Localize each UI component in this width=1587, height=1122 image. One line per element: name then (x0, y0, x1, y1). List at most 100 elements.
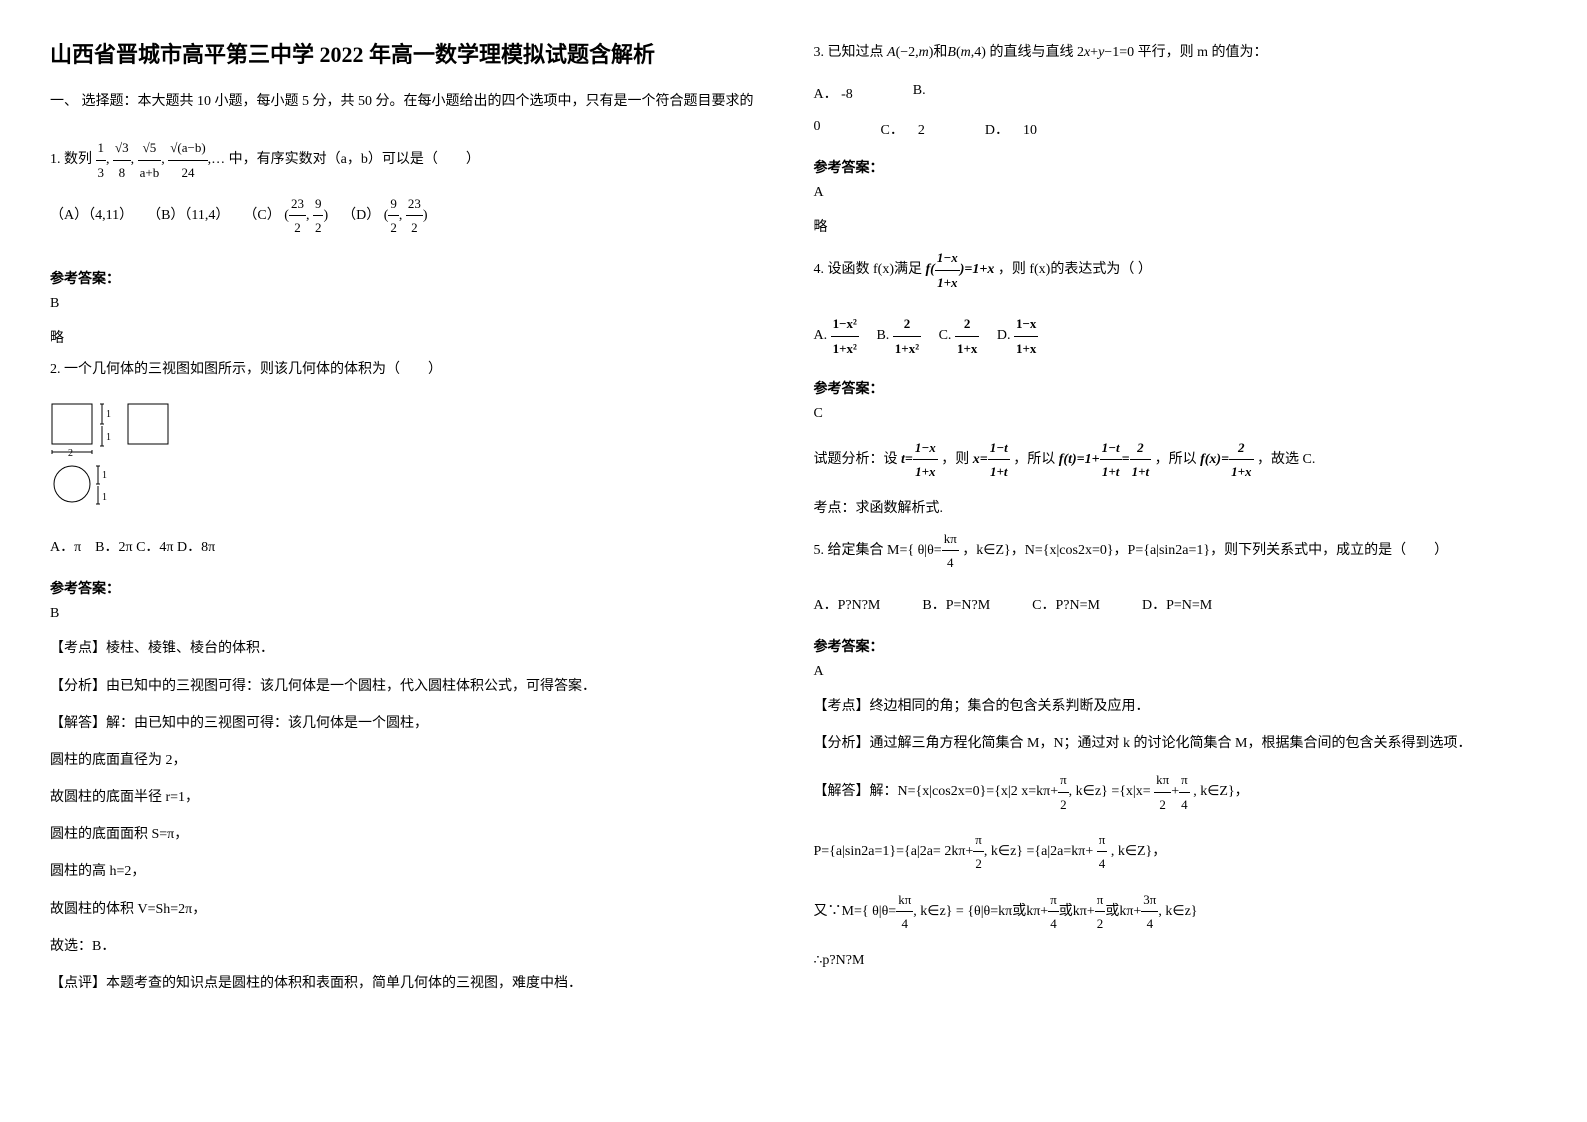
q1-suffix: 中，有序实数对（a，b）可以是（ ） (229, 152, 480, 167)
q4-a1-f4: f(x)=21+x (1200, 452, 1253, 467)
q5-a5-prefix: 又∵M={ (814, 904, 869, 919)
q2-a3: 【解答】解：由已知中的三视图可得：该几何体是一个圆柱， (50, 711, 774, 736)
svg-text:2: 2 (68, 448, 73, 457)
q4-opt-c: C. (939, 328, 952, 343)
q2-circle-view: 1 1 (50, 462, 120, 512)
q3-opt-d: D． 10 (985, 119, 1037, 139)
q5-mid1: ，k∈Z}，N={x|cos2x=0}，P={a|sin2a=1}，则下列关系式… (962, 543, 1448, 558)
q5-formula1: θ|θ=kπ4 (918, 543, 959, 558)
q5-a4-mid: ={a|2a=kπ+ (1027, 844, 1094, 859)
q4-answer: C (814, 406, 1538, 422)
q5-a3-f2: kπ2+π4 (1154, 784, 1190, 799)
q4-a1-f3: f(t)=1+1−t1+t=21+t (1059, 452, 1151, 467)
q5-a4-suffix: , k∈Z}， (1111, 844, 1166, 859)
q2-a10: 【点评】本题考查的知识点是圆柱的体积和表面积，简单几何体的三视图，难度中档． (50, 971, 774, 996)
q3-suffix: 平行，则 m 的值为： (1138, 45, 1268, 60)
q4-formula: f(1−x1+x)=1+x (926, 262, 995, 277)
q5-a5-mid: = (956, 904, 964, 919)
q4-a1-suffix: ，故选 C. (1257, 452, 1315, 467)
q1-options: （A）（4,11） （B）（11,4） （C） (232, 92) （D） (9… (50, 192, 774, 240)
q5-a3-suffix: , k∈Z}， (1193, 784, 1248, 799)
svg-text:1: 1 (102, 492, 107, 503)
q5-a5: 又∵M={ θ|θ=kπ4, k∈z} = {θ|θ=kπ或kπ+π4或kπ+π… (814, 888, 1538, 936)
q5-a5-f2: {θ|θ=kπ或kπ+π4或kπ+π2或kπ+3π4, k∈z} (967, 904, 1197, 919)
q2-diagram: 1 1 2 1 1 (50, 402, 774, 517)
q5-a4-prefix: P={a|sin2a=1}={a|2a= (814, 844, 941, 859)
svg-text:1: 1 (106, 432, 111, 443)
q4-a1: 试题分析：设 t=1−x1+x ，则 x=1−t1+t ，所以 f(t)=1+1… (814, 436, 1538, 484)
q2-a7: 圆柱的高 h=2， (50, 859, 774, 884)
q1-answer: B (50, 296, 774, 312)
q3-opt-b-val: 0 (814, 119, 821, 139)
q5-a3: 【解答】解：N={x|cos2x=0}={x|2 x=kπ+π2, k∈z} =… (814, 768, 1538, 816)
q2-options: A．π B．2π C．4π D．8π (50, 535, 774, 560)
q5-a6: ∴p?N?M (814, 948, 1538, 973)
q4-a1-mid2: ，所以 (1013, 452, 1055, 467)
q4-opt-b-f: 21+x² (893, 312, 921, 360)
q1-brief: 略 (50, 326, 774, 351)
document-title: 山西省晋城市高平第三中学 2022 年高一数学理模拟试题含解析 (50, 40, 774, 71)
q5-a5-f1: θ|θ=kπ4, k∈z} (872, 904, 952, 919)
q1-prefix: 1. 数列 (50, 152, 92, 167)
q2-a5: 故圆柱的底面半径 r=1， (50, 785, 774, 810)
q4-a1-f1: t=1−x1+x (901, 452, 938, 467)
q2-a2: 【分析】由已知中的三视图可得：该几何体是一个圆柱，代入圆柱体积公式，可得答案． (50, 674, 774, 699)
q1-answer-label: 参考答案： (50, 268, 774, 288)
q2-a6: 圆柱的底面面积 S=π， (50, 822, 774, 847)
q4-opt-b: B. (876, 328, 889, 343)
q3-answer-label: 参考答案： (814, 157, 1538, 177)
q5-answer-label: 参考答案： (814, 636, 1538, 656)
q5-prefix: 5. 给定集合 M={ (814, 543, 915, 558)
q5-a3-mid: ={x|x= (1111, 784, 1150, 799)
q5-a2: 【分析】通过解三角方程化简集合 M，N；通过对 k 的讨论化简集合 M，根据集合… (814, 731, 1538, 756)
q1-formula-row: 1. 数列 13, √38, √5a+b, √(a−b)24,… 中，有序实数对… (50, 136, 774, 184)
q5-a1: 【考点】终边相同的角；集合的包含关系判断及应用． (814, 694, 1538, 719)
q5-a3-f1: x=kπ+π2, k∈z} (1021, 784, 1108, 799)
q3-formula2: 2x+y−1=0 (1077, 45, 1134, 60)
q4-a1-mid1: ，则 (941, 452, 969, 467)
q1-opt-a: （A）（4,11） (50, 208, 133, 223)
q3-options-row1: A． -8 B. (814, 83, 1538, 103)
q3-formula1: A(−2,m)和B(m,4) (887, 45, 986, 60)
q1-formula: 13, √38, √5a+b, √(a−b)24,… (96, 152, 229, 167)
q3-opt-a: A． -8 (814, 83, 853, 103)
q3-opt-a-label: A． (814, 87, 838, 102)
q4-a1-mid3: ，所以 (1155, 452, 1197, 467)
question-5: 5. 给定集合 M={ θ|θ=kπ4 ，k∈Z}，N={x|cos2x=0}，… (814, 527, 1538, 575)
left-column: 山西省晋城市高平第三中学 2022 年高一数学理模拟试题含解析 一、 选择题：本… (50, 40, 774, 1082)
q4-opt-c-f: 21+x (955, 312, 979, 360)
svg-text:1: 1 (106, 409, 111, 420)
q3-mid: 的直线与直线 (989, 45, 1073, 60)
q4-opt-d-f: 1−x1+x (1014, 312, 1038, 360)
q4-answer-label: 参考答案： (814, 378, 1538, 398)
q5-a4-f2: π4 (1097, 844, 1108, 859)
q3-opt-c-label: C． (881, 123, 904, 138)
q4-a1-prefix: 试题分析：设 (814, 452, 898, 467)
q4-opt-a-f: 1−x²1+x² (831, 312, 859, 360)
question-2: 2. 一个几何体的三视图如图所示，则该几何体的体积为（ ） (50, 357, 774, 382)
q3-answer: A (814, 185, 1538, 201)
q1-opt-b: （B）（11,4） (147, 208, 229, 223)
q1-opt-c-formula: (232, 92) (284, 208, 328, 223)
q1-opt-d-formula: (92, 232) (384, 208, 428, 223)
q4-a2: 考点：求函数解析式. (814, 496, 1538, 521)
q4-prefix: 4. 设函数 f(x)满足 (814, 262, 923, 277)
question-1: 1. 数列 13, √38, √5a+b, √(a−b)24,… 中，有序实数对… (50, 128, 774, 248)
q3-opt-c-val: 2 (918, 123, 925, 138)
q5-a3-prefix: 【解答】解：N={x|cos2x=0}={x|2 (814, 784, 1018, 799)
q5-a4: P={a|sin2a=1}={a|2a= 2kπ+π2, k∈z} ={a|2a… (814, 828, 1538, 876)
q2-answer: B (50, 606, 774, 622)
q4-suffix: ，则 f(x)的表达式为（ ） (998, 262, 1152, 277)
q3-opt-b-label: B. (913, 83, 926, 103)
q3-opt-c: C． 2 (881, 119, 925, 139)
q3-opt-d-val: 10 (1023, 123, 1037, 138)
q3-opt-d-label: D． (985, 123, 1009, 138)
section-1-header: 一、 选择题：本大题共 10 小题，每小题 5 分，共 50 分。在每小题给出的… (50, 91, 774, 113)
svg-text:1: 1 (102, 470, 107, 481)
q2-a8: 故圆柱的体积 V=Sh=2π， (50, 897, 774, 922)
q4-opt-d: D. (997, 328, 1011, 343)
q4-a1-f2: x=1−t1+t (973, 452, 1010, 467)
q5-options: A．P?N?M B．P=N?M C．P?N=M D．P=N=M (814, 593, 1538, 618)
question-4: 4. 设函数 f(x)满足 f(1−x1+x)=1+x ，则 f(x)的表达式为… (814, 246, 1538, 294)
q3-prefix: 3. 已知过点 (814, 45, 884, 60)
